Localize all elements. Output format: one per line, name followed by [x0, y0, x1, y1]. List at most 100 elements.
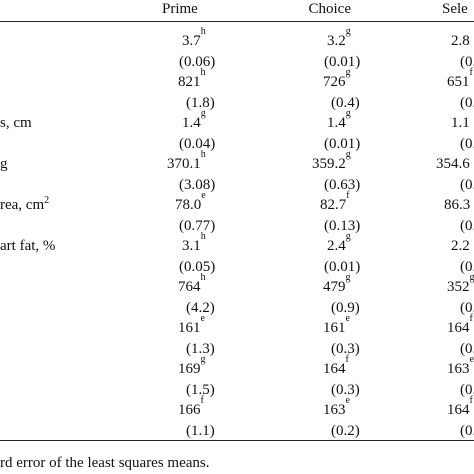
cell: 2.2: [451, 237, 470, 255]
cell-value: (1.1): [186, 422, 215, 439]
cell-value: (4.2): [186, 299, 215, 316]
cell-superscript: g: [345, 108, 351, 119]
cell: 82.7 f: [320, 191, 350, 214]
cell: (0.9): [331, 299, 360, 317]
cell-superscript: e: [345, 395, 350, 406]
cell-value: 1.4: [327, 115, 346, 131]
cell: 3.2 g: [327, 27, 351, 50]
cell-value: 163: [447, 361, 470, 377]
cell: (0.2): [331, 422, 360, 440]
cell-value: (0.63): [324, 176, 361, 193]
cell-value: (0.0: [460, 53, 474, 70]
cell: 164 f: [323, 355, 349, 378]
cell-value: (0.0: [460, 135, 474, 152]
cell-value: 164: [447, 402, 470, 418]
cell-superscript: f: [469, 395, 473, 406]
cell-value: (0.3: [460, 422, 474, 439]
cell: 169 g: [178, 355, 206, 378]
cell-superscript: e: [200, 313, 205, 324]
cell-value: 1.4: [182, 115, 201, 131]
cell-superscript: g: [345, 26, 351, 37]
cell: 78.0 e: [175, 191, 206, 214]
cell-superscript: e: [469, 354, 474, 365]
row-label-text: s, cm: [0, 115, 32, 131]
column-header: Choice: [308, 1, 352, 17]
cell: (0.06): [179, 53, 215, 71]
footnote: rd error of the least squares means.: [0, 455, 210, 471]
row-label-text: art fat, %: [0, 238, 56, 254]
header-rule: [0, 21, 474, 22]
cell: 370.1 h: [167, 150, 206, 173]
cell: 86.3: [444, 196, 470, 214]
column-header: Sele: [442, 1, 468, 17]
cell-superscript: h: [200, 67, 206, 78]
cell: 359.2 g: [312, 150, 351, 173]
cell: 1.4 g: [182, 109, 206, 132]
cell: (0.04): [179, 135, 215, 153]
cell: (0.4: [460, 94, 474, 112]
cell: (0.4): [331, 94, 360, 112]
cell: 163 e: [447, 355, 474, 378]
cell: (0.01): [324, 135, 360, 153]
cell: (0.01): [324, 258, 360, 276]
cell-value: (3.08): [179, 176, 216, 193]
cell-value: (0.05): [179, 258, 216, 275]
cell-value: (1.3): [186, 340, 215, 357]
cell-superscript: h: [200, 272, 206, 283]
row-label: g: [0, 155, 8, 173]
cell-value: 78.0: [175, 197, 202, 213]
cell-value: (1.5): [186, 381, 215, 398]
cell: (0.0: [460, 53, 474, 71]
cell-value: 3.7: [182, 33, 201, 49]
cell: (4.2): [186, 299, 215, 317]
cell: (0.9: [460, 299, 474, 317]
cell-value: (0.3): [331, 381, 360, 398]
cell: (0.0: [460, 258, 474, 276]
cell-value: 164: [323, 361, 346, 377]
cell-value: (0.77): [179, 217, 216, 234]
cell-value: 3.1: [182, 238, 201, 254]
cell-superscript: f: [200, 395, 204, 406]
cell: 164 f: [447, 396, 473, 419]
cell-value: 2.8: [451, 33, 470, 49]
cell-value: 370.1: [167, 156, 201, 172]
cell-value: (0.06): [179, 53, 216, 70]
cell: 479 g: [323, 273, 351, 296]
cell-value: 161: [323, 320, 346, 336]
cell: (0.3: [460, 422, 474, 440]
cell-value: 764: [178, 279, 201, 295]
cell: (0.1: [460, 217, 474, 235]
cell-superscript: f: [346, 190, 350, 201]
row-label-text: g: [0, 156, 8, 172]
cell-value: 164: [447, 320, 470, 336]
cell-value: 821: [178, 74, 201, 90]
cell: 2.4 g: [327, 232, 351, 255]
cell-superscript: f: [469, 67, 473, 78]
cell-value: (0.0: [460, 258, 474, 275]
cell-value: (0.01): [324, 258, 361, 275]
cell: (0.3: [460, 340, 474, 358]
cell-value: 1.1: [451, 115, 470, 131]
cell: 821 h: [178, 68, 206, 91]
cell: 726 g: [323, 68, 351, 91]
cell: 3.1 h: [182, 232, 206, 255]
cell-value: 352: [447, 279, 470, 295]
cell-value: (1.8): [186, 94, 215, 111]
cell: 352 g: [447, 273, 474, 296]
cell-superscript: g: [345, 231, 351, 242]
cell-superscript: h: [200, 149, 206, 160]
cell: 2.8: [451, 32, 470, 50]
row-label: rea, cm2: [0, 196, 49, 214]
cell-superscript: g: [200, 354, 206, 365]
cell-superscript: h: [200, 26, 206, 37]
cell: (0.6: [460, 176, 474, 194]
cell: (0.05): [179, 258, 215, 276]
row-label-text: rea, cm: [0, 197, 45, 213]
cell-value: (0.01): [324, 135, 361, 152]
cell: 764 h: [178, 273, 206, 296]
cell-value: (0.3: [460, 340, 474, 357]
column-header: Prime: [162, 1, 198, 17]
cell-superscript: h: [200, 231, 206, 242]
cell: 651 f: [447, 68, 473, 91]
